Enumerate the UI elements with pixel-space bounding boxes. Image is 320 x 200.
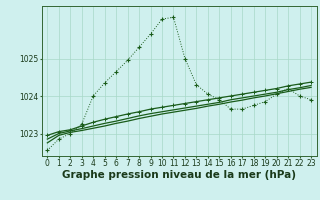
X-axis label: Graphe pression niveau de la mer (hPa): Graphe pression niveau de la mer (hPa)	[62, 170, 296, 180]
